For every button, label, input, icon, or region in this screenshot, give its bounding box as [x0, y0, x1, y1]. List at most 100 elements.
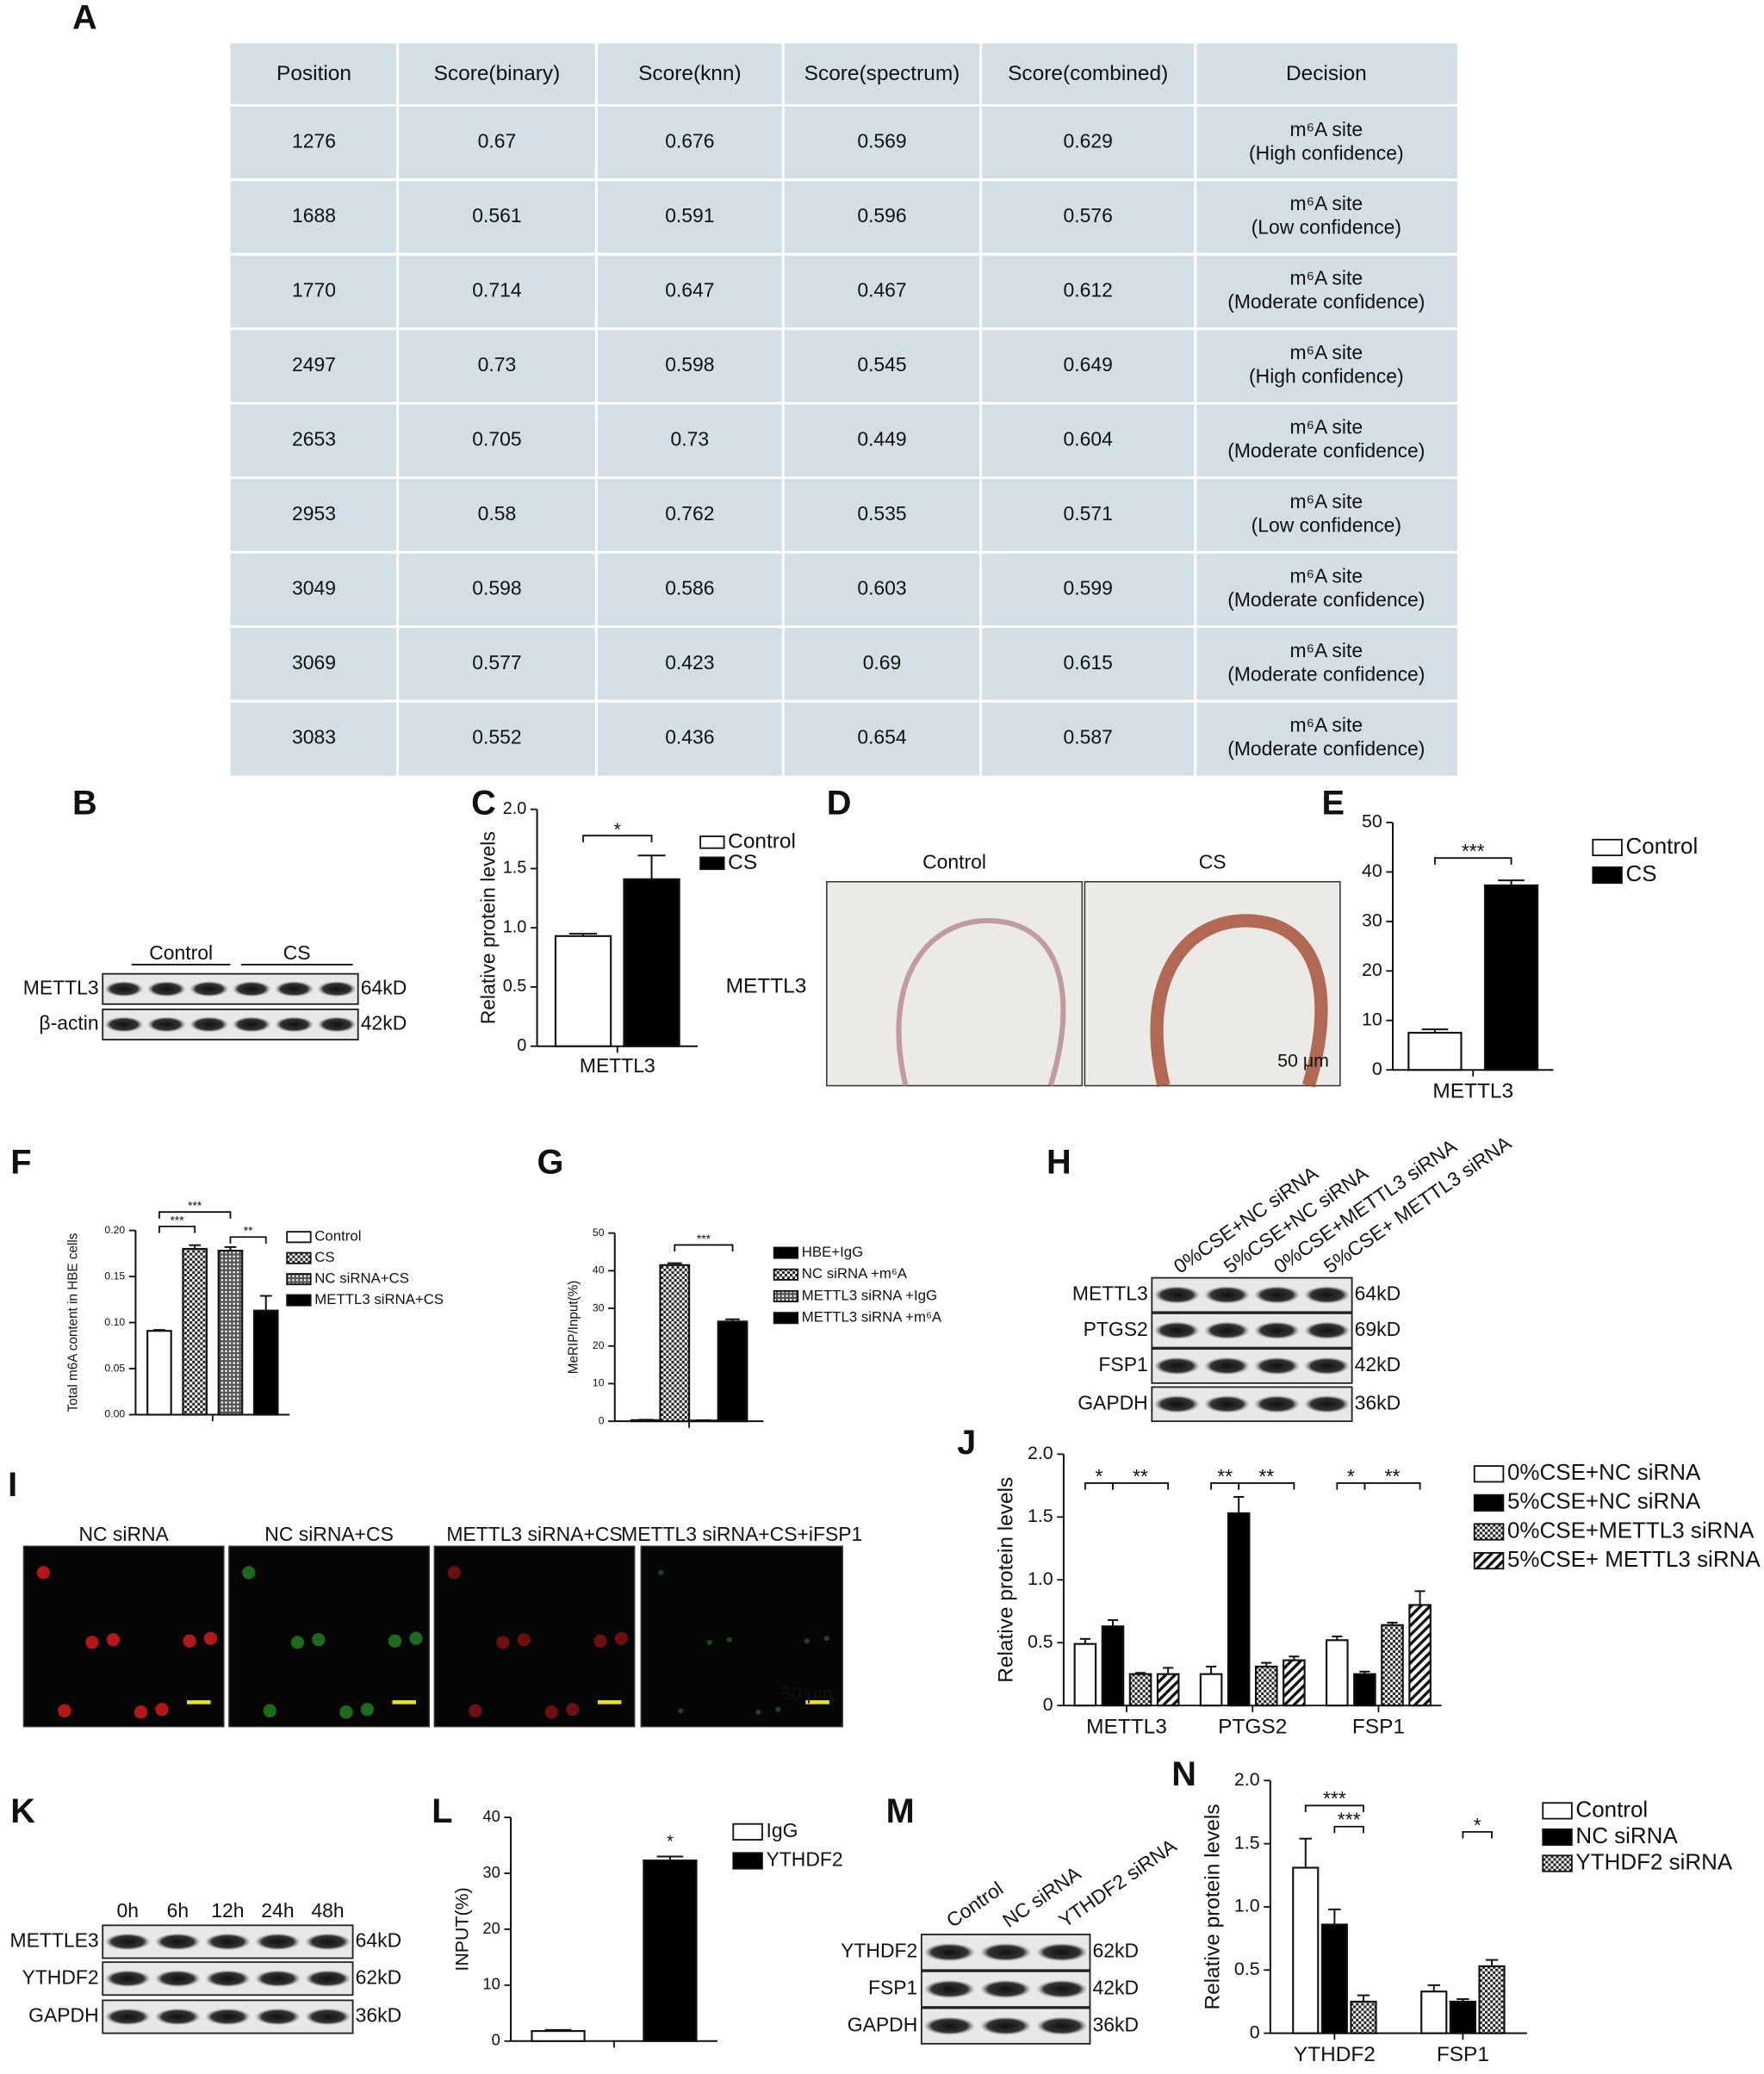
table-cell: 0.647: [665, 278, 714, 301]
cell-signal: [58, 1704, 71, 1717]
significance-label: *: [1347, 1465, 1355, 1487]
cell-signal: [447, 1566, 461, 1580]
x-tick-label: METTL3: [1086, 1716, 1167, 1739]
cell-signal: [312, 1633, 326, 1647]
y-axis-label: Relative protein levels: [477, 831, 500, 1024]
significance-bracket: [1462, 1830, 1493, 1839]
significance-bracket: [1304, 1804, 1364, 1812]
cell-signal: [203, 1631, 218, 1645]
blot-band: [146, 1016, 187, 1033]
blot-band: [979, 1942, 1032, 1962]
blot-band: [923, 1979, 976, 1999]
blot-band: [1303, 1394, 1351, 1413]
blot-size-label: 62kD: [1093, 1940, 1139, 1962]
bar: [1156, 1673, 1180, 1707]
y-tick-label: 20: [482, 1919, 500, 1937]
y-axis-label: Relative protein levels: [995, 1477, 1018, 1683]
blot-row-label: YTHDF2: [841, 1940, 917, 1962]
significance-bracket: [674, 1244, 734, 1252]
table-header-cell: Score(binary): [434, 62, 561, 85]
decision-site: m⁶A site: [1290, 192, 1363, 214]
y-tick-label: 40: [482, 1807, 500, 1825]
blot-row-label: METTL3: [23, 976, 99, 998]
significance-label: **: [1385, 1465, 1401, 1487]
significance-bracket: [1333, 1825, 1364, 1834]
blot-band: [979, 1979, 1032, 1999]
legend-swatch: [1473, 1523, 1505, 1541]
y-tick-label: 20: [593, 1339, 605, 1351]
table-cell: 1688: [292, 204, 336, 227]
cell-signal: [360, 1703, 375, 1717]
tissue-structure: [1150, 914, 1328, 1088]
significance-bracket: [158, 1226, 196, 1233]
legend-label: CS: [728, 851, 757, 874]
blot-size-label: 42kD: [1355, 1353, 1401, 1375]
significance-label: ***: [171, 1214, 185, 1227]
table-cell: 0.714: [472, 278, 522, 301]
table-cell: 0.598: [665, 353, 714, 376]
cell-signal: [823, 1636, 829, 1642]
y-tick-label: 0: [599, 1414, 605, 1426]
legend-swatch: [1473, 1465, 1505, 1483]
cell-signal: [242, 1566, 256, 1580]
micrograph-title: METTL3 siRNA+CS+iFSP1: [621, 1523, 862, 1545]
decision-site: m⁶A site: [1290, 341, 1363, 363]
panel-letter: J: [957, 1424, 976, 1462]
blot-band: [1203, 1321, 1251, 1340]
bar: [1407, 1032, 1463, 1071]
legend-swatch: [773, 1312, 799, 1325]
legend-label: YTHDF2: [767, 1848, 843, 1871]
y-tick-label: 0: [1250, 2021, 1260, 2042]
bar: [1128, 1673, 1152, 1707]
table-cell: 0.596: [857, 204, 906, 227]
blot-band: [1153, 1357, 1201, 1375]
table-cell: 0.629: [1064, 130, 1113, 152]
table-cell: 0.599: [1064, 576, 1113, 599]
blot-group-label: Control: [149, 941, 213, 964]
y-tick-label: 2.0: [1028, 1443, 1053, 1463]
legend-swatch: [1542, 1802, 1573, 1820]
x-tick-label: YTHDF2: [1294, 2043, 1376, 2066]
blot-band: [1253, 1286, 1301, 1304]
bar: [1101, 1625, 1125, 1707]
cell-signal: [658, 1569, 664, 1575]
cell-signal: [134, 1705, 148, 1719]
micrograph: [640, 1545, 843, 1728]
bar: [1350, 2000, 1377, 2034]
table-cell: 3049: [292, 576, 336, 599]
bar: [1449, 2000, 1476, 2034]
bar: [1292, 1866, 1320, 2034]
y-tick-label: 0: [517, 1036, 526, 1055]
cell-signal: [755, 1709, 761, 1715]
panel-letter: A: [72, 0, 97, 36]
blot-band: [204, 2008, 252, 2026]
blot-size-label: 36kD: [1093, 2013, 1139, 2035]
y-tick-label: 50: [593, 1226, 605, 1239]
blot-band: [104, 981, 144, 997]
x-tick-label: FSP1: [1437, 2043, 1489, 2066]
legend-label: 0%CSE+NC siRNA: [1507, 1459, 1701, 1485]
legend-label: 0%CSE+METTL3 siRNA: [1507, 1517, 1755, 1543]
legend-swatch: [286, 1273, 312, 1286]
cell-signal: [339, 1705, 353, 1719]
x-tick-label: PTGS2: [1218, 1716, 1287, 1739]
blot-lane-label: 48h: [311, 1899, 344, 1922]
significance-label: *: [667, 1832, 674, 1851]
table-cell: 0.73: [671, 427, 710, 450]
blot-band: [104, 1016, 144, 1033]
table-cell: 0.436: [665, 725, 714, 748]
table-cell: 0.58: [478, 502, 517, 525]
table-cell: 0.586: [665, 576, 714, 599]
cell-signal: [155, 1703, 169, 1717]
cell-signal: [775, 1706, 781, 1712]
blot-lane-label: 12h: [211, 1899, 244, 1922]
significance-bracket: [229, 1236, 267, 1244]
table-cell: 0.69: [863, 651, 902, 674]
cell-signal: [706, 1639, 712, 1645]
y-axis-label: MeRIP/Input(%): [566, 1281, 581, 1375]
cell-signal: [544, 1705, 559, 1719]
bar: [717, 1320, 748, 1423]
cell-signal: [496, 1636, 510, 1649]
blot-band: [154, 1933, 202, 1951]
panel-letter: M: [886, 1792, 915, 1830]
